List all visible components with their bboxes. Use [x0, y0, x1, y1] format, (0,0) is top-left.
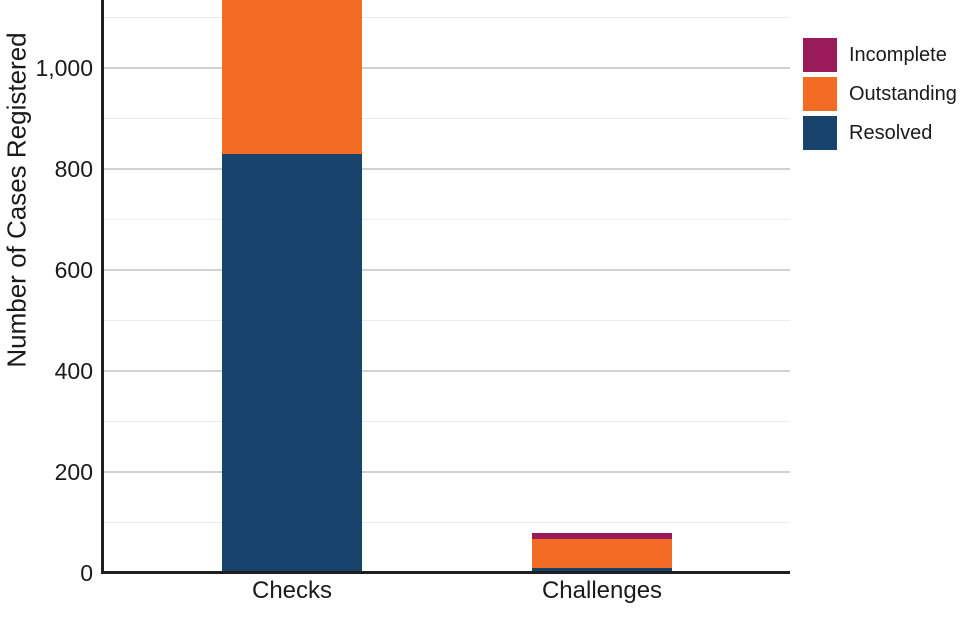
y-tick-label: 200: [54, 459, 93, 485]
y-axis-title: Number of Cases Registered: [1, 32, 32, 368]
category-label-checks: Checks: [251, 577, 333, 604]
legend-swatch-outstanding: [803, 77, 837, 111]
plot-area: [103, 0, 790, 573]
minor-gridline: [103, 17, 790, 18]
legend-label-incomplete: Incomplete: [849, 44, 947, 66]
category-label-challenges: Challenges: [541, 577, 663, 604]
minor-gridline: [103, 522, 790, 523]
bar-segment-incomplete-challenges: [532, 532, 672, 539]
minor-gridline: [103, 118, 790, 119]
major-gridline: [103, 471, 790, 473]
x-axis-line: [101, 571, 790, 574]
y-tick-label: 400: [54, 358, 93, 384]
legend-swatch-incomplete: [803, 38, 837, 72]
y-tick-label: 0: [80, 560, 93, 586]
bar-segment-resolved-challenges: [532, 567, 672, 573]
y-tick-label: 1,000: [35, 55, 93, 81]
major-gridline: [103, 67, 790, 69]
major-gridline: [103, 370, 790, 372]
bar-segment-outstanding-checks: [222, 0, 362, 154]
bar-segment-resolved-checks: [222, 153, 362, 573]
minor-gridline: [103, 219, 790, 220]
legend-label-outstanding: Outstanding: [849, 83, 957, 105]
major-gridline: [103, 168, 790, 170]
y-tick-label: 600: [54, 257, 93, 283]
legend-label-resolved: Resolved: [849, 122, 933, 144]
legend-swatch-resolved: [803, 116, 837, 150]
bar-segment-outstanding-challenges: [532, 538, 672, 568]
minor-gridline: [103, 421, 790, 422]
y-tick-label: 800: [54, 156, 93, 182]
major-gridline: [103, 269, 790, 271]
minor-gridline: [103, 320, 790, 321]
y-axis-line: [101, 0, 104, 574]
